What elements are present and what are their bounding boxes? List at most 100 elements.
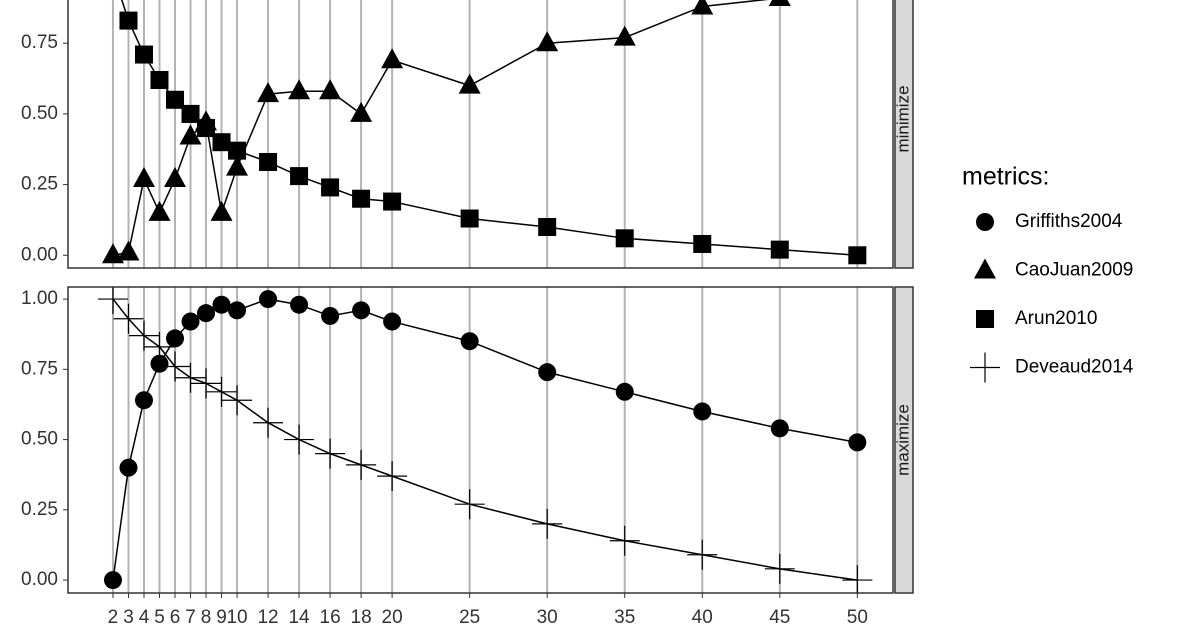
y-tick-label: 0.25 — [21, 499, 58, 520]
point — [113, 303, 144, 334]
panel — [101, 0, 867, 268]
legend-label: Griffiths2004 — [1015, 211, 1123, 232]
point — [764, 553, 795, 584]
point — [315, 438, 346, 469]
point — [134, 391, 153, 410]
y-tick-label: 0.75 — [21, 358, 58, 379]
point — [288, 79, 311, 100]
point — [134, 45, 153, 64]
x-tick-label: 30 — [537, 607, 558, 628]
point — [458, 73, 481, 94]
point — [848, 246, 867, 265]
point — [383, 312, 402, 331]
panel-border — [67, 0, 894, 269]
point — [119, 11, 138, 30]
legend-marker — [976, 310, 994, 328]
point — [321, 306, 340, 325]
y-tick-label: 0.00 — [21, 569, 58, 590]
point — [212, 295, 231, 314]
point — [175, 362, 206, 393]
point — [97, 287, 128, 315]
x-tick-label: 4 — [139, 607, 150, 628]
point — [166, 90, 185, 109]
x-tick-label: 14 — [288, 607, 310, 628]
legend-label: CaoJuan2009 — [1015, 260, 1133, 281]
panel-border — [67, 286, 894, 594]
point — [381, 48, 404, 69]
point — [228, 301, 247, 320]
point — [687, 539, 718, 570]
y-tick-label: 0.75 — [21, 32, 58, 53]
point — [119, 458, 138, 477]
point — [259, 290, 278, 309]
x-tick-label: 6 — [170, 607, 181, 628]
x-tick-label: 12 — [257, 607, 278, 628]
point — [290, 295, 309, 314]
point — [770, 419, 789, 438]
legend-title: metrics: — [962, 163, 1050, 191]
point — [383, 192, 402, 211]
point — [615, 229, 634, 248]
x-tick-label: 16 — [320, 607, 341, 628]
point — [226, 155, 249, 176]
point — [693, 234, 712, 253]
point — [768, 0, 791, 6]
point — [454, 489, 485, 520]
point — [181, 312, 200, 331]
y-tick-label: 0.00 — [21, 244, 58, 265]
y-tick-label: 0.25 — [21, 174, 58, 195]
point — [377, 461, 408, 492]
point — [197, 119, 216, 138]
point — [319, 79, 342, 100]
x-tick-label: 9 — [216, 607, 227, 628]
point — [197, 304, 216, 323]
legend-marker — [970, 352, 1000, 383]
point — [117, 240, 140, 261]
point — [150, 354, 169, 373]
point — [352, 301, 371, 320]
point — [210, 200, 233, 221]
x-tick-label: 2 — [108, 607, 119, 628]
point — [128, 320, 159, 351]
y-tick-label: 0.50 — [21, 103, 58, 124]
point — [253, 407, 284, 438]
y-tick-label: 1.00 — [21, 288, 58, 309]
strip — [894, 286, 914, 594]
panel — [97, 287, 873, 593]
x-tick-label: 25 — [459, 607, 480, 628]
x-tick-label: 40 — [692, 607, 713, 628]
point — [206, 376, 237, 407]
point — [613, 25, 636, 46]
strip-label: maximize — [893, 404, 912, 476]
x-tick-label: 7 — [185, 607, 196, 628]
point — [181, 104, 200, 123]
x-tick-label: 50 — [847, 607, 868, 628]
x-tick-label: 35 — [614, 607, 635, 628]
point — [257, 82, 280, 103]
series-line — [112, 298, 858, 581]
point — [350, 101, 373, 122]
point — [615, 382, 634, 401]
point — [164, 166, 187, 187]
point — [460, 209, 479, 228]
strip-label: minimize — [893, 85, 912, 152]
strip — [894, 0, 914, 269]
point — [848, 433, 867, 452]
point — [166, 329, 185, 348]
point — [352, 189, 371, 208]
point — [770, 240, 789, 259]
point — [160, 351, 191, 382]
point — [132, 166, 155, 187]
point — [532, 508, 563, 539]
point — [144, 331, 175, 362]
x-tick-label: 10 — [226, 607, 247, 628]
point — [609, 525, 640, 556]
y-tick-label: 0.50 — [21, 429, 58, 450]
point — [148, 200, 171, 221]
point — [693, 402, 712, 421]
x-tick-label: 8 — [201, 607, 212, 628]
point — [321, 178, 340, 197]
point — [222, 385, 253, 416]
point — [179, 124, 202, 145]
point — [842, 565, 873, 593]
